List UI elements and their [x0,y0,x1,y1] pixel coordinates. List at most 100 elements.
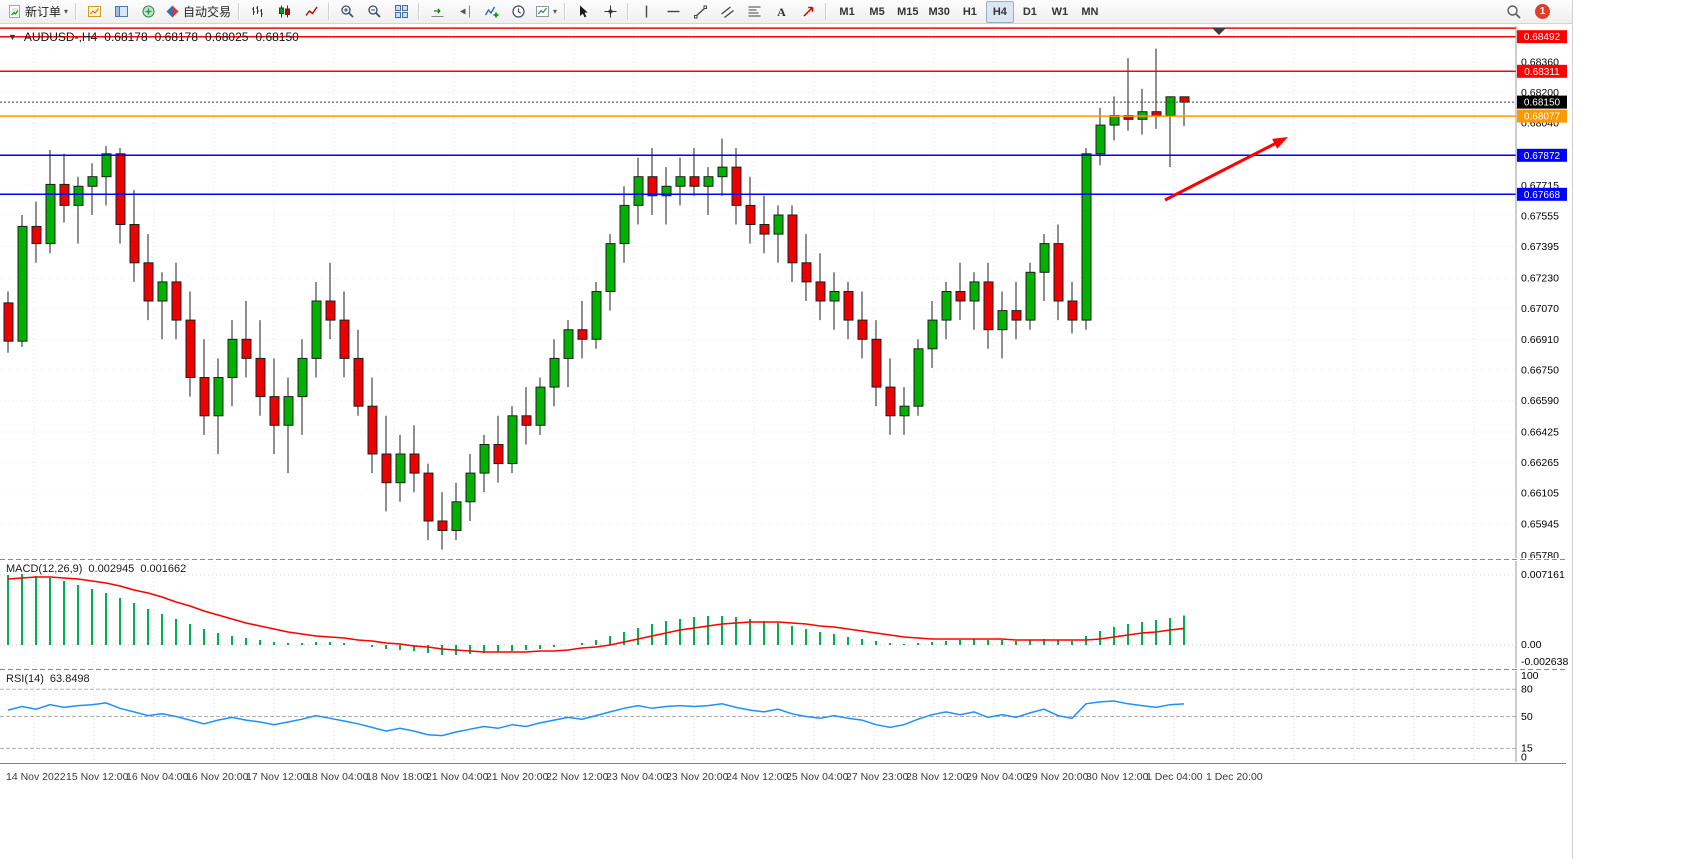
svg-text:0.68077: 0.68077 [1524,112,1561,123]
chart-shift-button[interactable] [451,2,477,22]
timeframe-group: M1 M5 M15 M30 H1 H4 D1 W1 MN [833,0,1104,23]
price-axis-label: 0.66590 [1521,395,1559,407]
macd-axis-label: 0.007161 [1521,569,1565,581]
line-chart-button[interactable] [298,2,324,22]
macd-axis-label: 0.00 [1521,639,1542,651]
main-grid [0,26,1516,558]
autotrading-button[interactable]: 自动交易 [162,2,234,22]
horizontal-line-button[interactable] [660,2,686,22]
rsi-axis-label: 80 [1521,684,1533,696]
bars-chart-button[interactable] [244,2,270,22]
rsi-axis-label: 100 [1521,671,1539,682]
toolbar-separator [627,3,630,20]
time-axis-label: 21 Nov 20:00 [486,771,549,783]
price-axis-label: 0.67070 [1521,303,1559,315]
notification-badge[interactable]: 1 [1535,4,1550,19]
price-tag [1517,148,1567,162]
price-axis-label: 0.66910 [1521,334,1559,346]
vertical-line-button[interactable] [633,2,659,22]
cursor-button[interactable] [570,2,596,22]
panel-separator[interactable] [0,559,1566,560]
trend-arrow-object[interactable] [1164,139,1281,202]
time-axis-label: 30 Nov 12:00 [1086,771,1149,783]
svg-text:A: A [777,5,786,19]
macd-value-main: 0.002945 [88,563,135,575]
macd-panel[interactable]: 0.007161 0.00 -0.002638 [0,561,1572,668]
rsi-panel[interactable]: 100 80 50 150 [0,671,1572,762]
time-axis-label: 22 Nov 12:00 [546,771,609,783]
price-axis-label: 0.66105 [1521,488,1559,500]
templates-button[interactable]: ▾ [532,2,560,22]
new-order-button[interactable]: 新订单 ▾ [4,2,71,22]
chart-shift-marker[interactable] [1212,28,1226,35]
toolbar-separator [75,3,78,20]
rsi-axis-label: 15 [1521,743,1533,755]
rsi-axis-label: 50 [1521,711,1533,723]
indicators-button[interactable] [478,2,504,22]
timeframe-M1-button[interactable]: M1 [839,5,855,18]
navigator-button[interactable] [108,2,134,22]
price-axis-label: 0.65780 [1521,550,1559,558]
price-axis-label: 0.67555 [1521,210,1559,222]
timeframe-M5-button[interactable]: M5 [869,5,885,18]
main-price-chart[interactable]: 0.683600.682000.680400.678800.677150.675… [0,26,1572,558]
mt4-window: 新订单 ▾ 自动交易 ▾ [0,0,1573,859]
time-axis-label: 28 Nov 12:00 [906,771,969,783]
trendline-button[interactable] [687,2,713,22]
timeframe-M15-button[interactable]: M15 [897,5,919,18]
clock-button[interactable] [505,2,531,22]
macd-signal-line [7,576,1185,653]
price-tag [1517,95,1567,109]
caret-down-icon: ▾ [64,7,69,16]
svg-text:0.68150: 0.68150 [1524,98,1561,109]
time-axis[interactable]: 14 Nov 2022 15 Nov 12:00 16 Nov 04:00 16 No… [0,764,1566,794]
macd-value-signal: 0.001662 [140,563,187,575]
candles-layer[interactable] [3,48,1190,550]
timeframe-H4-button[interactable]: H4 [985,0,1014,23]
rsi-name: RSI(14) [6,673,44,685]
timeframe-MN-button[interactable]: MN [1081,5,1099,18]
rsi-line [7,700,1185,737]
time-axis-label: 29 Nov 20:00 [1026,771,1089,783]
ohlc-open: 0.68178 [104,30,148,44]
time-axis-label: 14 Nov 2022 [6,771,66,783]
timeframe-D1-button[interactable]: D1 [1022,5,1037,18]
timeframe-M30-button[interactable]: M30 [928,5,950,18]
time-axis-label: 25 Nov 04:00 [786,771,849,783]
zoom-in-button[interactable] [334,2,360,22]
rsi-value: 63.8498 [49,673,90,685]
panel-separator[interactable] [0,669,1566,670]
time-axis-label: 18 Nov 04:00 [306,771,369,783]
time-axis-label: 18 Nov 18:00 [366,771,429,783]
search-button[interactable] [1501,2,1527,22]
tile-windows-button[interactable] [388,2,414,22]
fibonacci-button[interactable] [741,2,767,22]
timeframe-W1-button[interactable]: W1 [1051,5,1069,18]
arrows-button[interactable] [795,2,821,22]
price-axis-label: 0.65945 [1521,518,1559,530]
price-tag [1517,187,1567,201]
svg-text:0.67668: 0.67668 [1524,190,1561,201]
channel-button[interactable] [714,2,740,22]
zoom-out-button[interactable] [361,2,387,22]
time-axis-label: 1 Dec 20:00 [1206,771,1263,783]
toolbox-button[interactable] [135,2,161,22]
text-button[interactable]: A [768,2,794,22]
rsi-axis-label: 0 [1521,752,1527,763]
auto-scroll-button[interactable] [424,2,450,22]
price-tag [1517,30,1567,44]
chart-menu-icon[interactable]: ▼ [8,32,17,42]
trend-arrow-head[interactable] [1272,137,1288,149]
candlestick-chart-button[interactable] [271,2,297,22]
market-watch-button[interactable] [81,2,107,22]
macd-label: MACD(12,26,9) 0.002945 0.001662 [6,563,186,575]
time-axis-label: 23 Nov 20:00 [666,771,729,783]
crosshair-button[interactable] [597,2,623,22]
toolbar-separator [418,3,421,20]
timeframe-H1-button[interactable]: H1 [962,5,977,18]
rsi-label: RSI(14) 63.8498 [6,673,90,685]
toolbar-separator [328,3,331,20]
templates-icon [535,4,550,19]
macd-name: MACD(12,26,9) [6,563,83,575]
price-axis-label: 0.66265 [1521,457,1559,469]
